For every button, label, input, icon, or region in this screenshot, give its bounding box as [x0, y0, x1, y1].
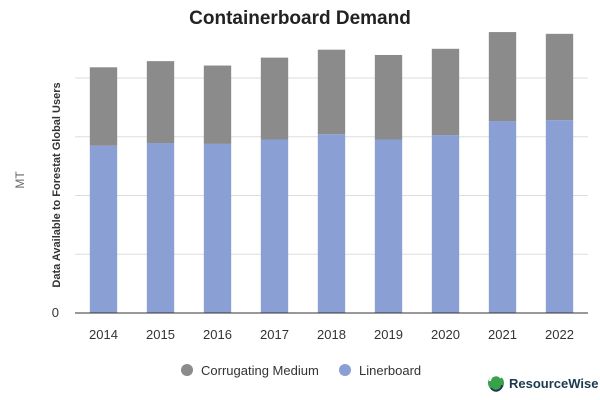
bar-linerboard-2021 — [488, 121, 517, 314]
legend-label: Corrugating Medium — [201, 363, 319, 378]
bar-linerboard-2016 — [203, 143, 232, 313]
bar-corrugating-medium-2019 — [374, 54, 403, 140]
x-tick-label: 2014 — [89, 327, 118, 342]
x-tick-label: 2017 — [260, 327, 289, 342]
bar-corrugating-medium-2021 — [488, 32, 517, 122]
chart-title: Containerboard Demand — [189, 8, 411, 29]
bar-linerboard-2015 — [146, 143, 175, 313]
bar-linerboard-2014 — [89, 145, 118, 313]
brand-name: ResourceWise — [509, 376, 598, 391]
legend-swatch-corrugating-medium — [181, 364, 193, 376]
unit-label: MT — [13, 171, 27, 189]
legend: Corrugating Medium Linerboard — [181, 363, 421, 378]
brand-logo: ResourceWise — [488, 374, 598, 392]
bar-corrugating-medium-2015 — [146, 61, 175, 144]
bar-corrugating-medium-2022 — [545, 33, 574, 121]
bar-corrugating-medium-2016 — [203, 65, 232, 144]
x-tick-label: 2016 — [203, 327, 232, 342]
x-tick-label: 2020 — [431, 327, 460, 342]
y-tick-label: 0 — [52, 305, 59, 320]
x-axis-ticks: 2014 2015 2016 2017 2018 2019 2020 2021 2022 — [89, 327, 574, 342]
bar-corrugating-medium-2014 — [89, 67, 118, 146]
x-tick-label: 2022 — [545, 327, 574, 342]
legend-label: Linerboard — [359, 363, 421, 378]
x-tick-label: 2019 — [374, 327, 403, 342]
y-axis-ticks: 0 — [52, 305, 59, 320]
bar-linerboard-2022 — [545, 120, 574, 314]
bars — [89, 32, 574, 314]
bar-corrugating-medium-2018 — [317, 49, 346, 135]
bar-linerboard-2017 — [260, 139, 289, 313]
x-tick-label: 2015 — [146, 327, 175, 342]
bar-corrugating-medium-2017 — [260, 57, 289, 140]
bar-corrugating-medium-2020 — [431, 48, 460, 136]
y-axis-label: Data Available to Forestat Global Users — [51, 82, 63, 287]
bar-linerboard-2020 — [431, 135, 460, 313]
bar-linerboard-2019 — [374, 139, 403, 313]
x-tick-label: 2021 — [488, 327, 517, 342]
legend-swatch-linerboard — [339, 364, 351, 376]
resourcewise-logo-icon — [488, 374, 504, 392]
bar-linerboard-2018 — [317, 134, 346, 313]
x-tick-label: 2018 — [317, 327, 346, 342]
